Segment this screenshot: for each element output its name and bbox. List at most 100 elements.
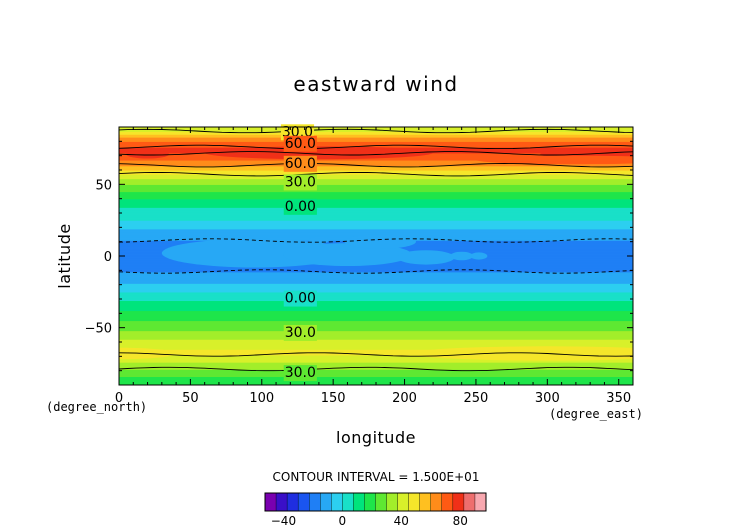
wind-anomaly: [470, 252, 488, 260]
wind-band: [119, 353, 633, 356]
wind-band: [119, 178, 633, 181]
x-axis-title: longitude: [336, 428, 416, 447]
colorbar-swatch: [309, 492, 321, 512]
wind-band: [119, 168, 633, 171]
contour-label: 30.0: [285, 325, 316, 341]
wind-band: [119, 314, 633, 317]
wind-band: [119, 313, 633, 316]
wind-anomaly: [126, 149, 169, 159]
wind-band: [119, 211, 633, 214]
colorbar-swatch: [264, 492, 277, 512]
wind-band: [119, 233, 633, 236]
chart-title: eastward wind: [293, 72, 458, 96]
wind-band: [119, 343, 633, 346]
wind-band: [119, 188, 633, 191]
colorbar-swatch: [452, 492, 465, 512]
colorbar-swatch: [474, 492, 487, 512]
wind-band: [119, 187, 633, 190]
wind-band: [119, 350, 633, 353]
wind-band: [119, 220, 633, 223]
wind-band: [119, 320, 633, 323]
wind-band: [119, 293, 633, 296]
wind-band: [119, 214, 633, 217]
wind-band: [119, 208, 633, 211]
x-tick-label: 300: [535, 391, 560, 406]
wind-band: [119, 142, 633, 145]
colorbar-swatch: [397, 492, 410, 512]
wind-band: [119, 362, 633, 365]
wind-band: [119, 297, 633, 300]
contour-label: 60.0: [285, 156, 316, 172]
contour-label-background: [283, 155, 317, 172]
x-axis: 0 50 100 150 200 250 300 350: [115, 127, 631, 406]
wind-band: [119, 175, 633, 178]
wind-band: [119, 342, 633, 345]
wind-band: [119, 372, 633, 375]
wind-band: [119, 141, 633, 144]
wind-band: [119, 296, 633, 299]
wind-band: [119, 221, 633, 224]
wind-band: [119, 177, 633, 180]
wind-band: [119, 307, 633, 310]
contour-line: [119, 366, 633, 372]
wind-band: [119, 190, 633, 193]
x-tick-label: 100: [249, 391, 274, 406]
wind-band: [119, 164, 633, 167]
wind-band: [119, 379, 633, 382]
contour-label-background: [283, 365, 317, 382]
colorbar-swatch: [297, 492, 310, 512]
colorbar-frame: [264, 492, 487, 512]
x-tick-label: 50: [182, 391, 199, 406]
wind-band: [119, 357, 633, 360]
x-tick-label: 350: [606, 391, 631, 406]
wind-band: [119, 300, 633, 303]
contour-label: 30.0: [285, 174, 316, 190]
wind-anomaly: [283, 243, 412, 267]
colorbar-tick-label: 0: [339, 514, 347, 528]
wind-band: [119, 132, 633, 135]
plot-area: [119, 127, 633, 385]
colorbar-swatch: [463, 492, 476, 512]
wind-band: [119, 311, 633, 314]
wind-band: [119, 373, 633, 376]
wind-band: [119, 172, 633, 175]
wind-anomaly: [450, 251, 474, 261]
wind-band: [119, 336, 633, 339]
contour-line: [119, 144, 633, 150]
wind-band: [119, 192, 633, 195]
contour-label-background: [283, 290, 317, 307]
wind-band: [119, 134, 633, 137]
wind-band: [119, 288, 633, 291]
wind-anomaly: [397, 250, 455, 265]
wind-band: [119, 303, 633, 306]
wind-band: [119, 202, 633, 205]
wind-band: [119, 287, 633, 290]
wind-band: [119, 370, 633, 373]
wind-band: [119, 326, 633, 329]
wind-band: [119, 170, 633, 173]
colorbar-swatch: [331, 492, 343, 512]
wind-band: [119, 195, 633, 198]
contour-interval-label: CONTOUR INTERVAL = 1.500E+01: [273, 470, 480, 484]
wind-band: [119, 374, 633, 377]
wind-band: [119, 174, 633, 177]
colorbar-swatch: [408, 492, 421, 512]
colorbar-swatch: [386, 492, 399, 512]
wind-band: [119, 225, 633, 228]
wind-band: [119, 349, 633, 352]
wind-band: [119, 268, 633, 271]
contour-label-background: [283, 174, 317, 191]
wind-band: [119, 339, 633, 342]
wind-band: [119, 162, 633, 165]
wind-band: [119, 363, 633, 366]
contour-line: [119, 172, 633, 177]
wind-band: [119, 290, 633, 293]
wind-band: [119, 306, 633, 309]
wind-anomalies: [119, 146, 633, 361]
y-tick-label: −50: [85, 322, 112, 337]
colorbar-tick-label: 40: [394, 514, 409, 528]
wind-band: [119, 316, 633, 319]
wind-band: [119, 280, 633, 283]
